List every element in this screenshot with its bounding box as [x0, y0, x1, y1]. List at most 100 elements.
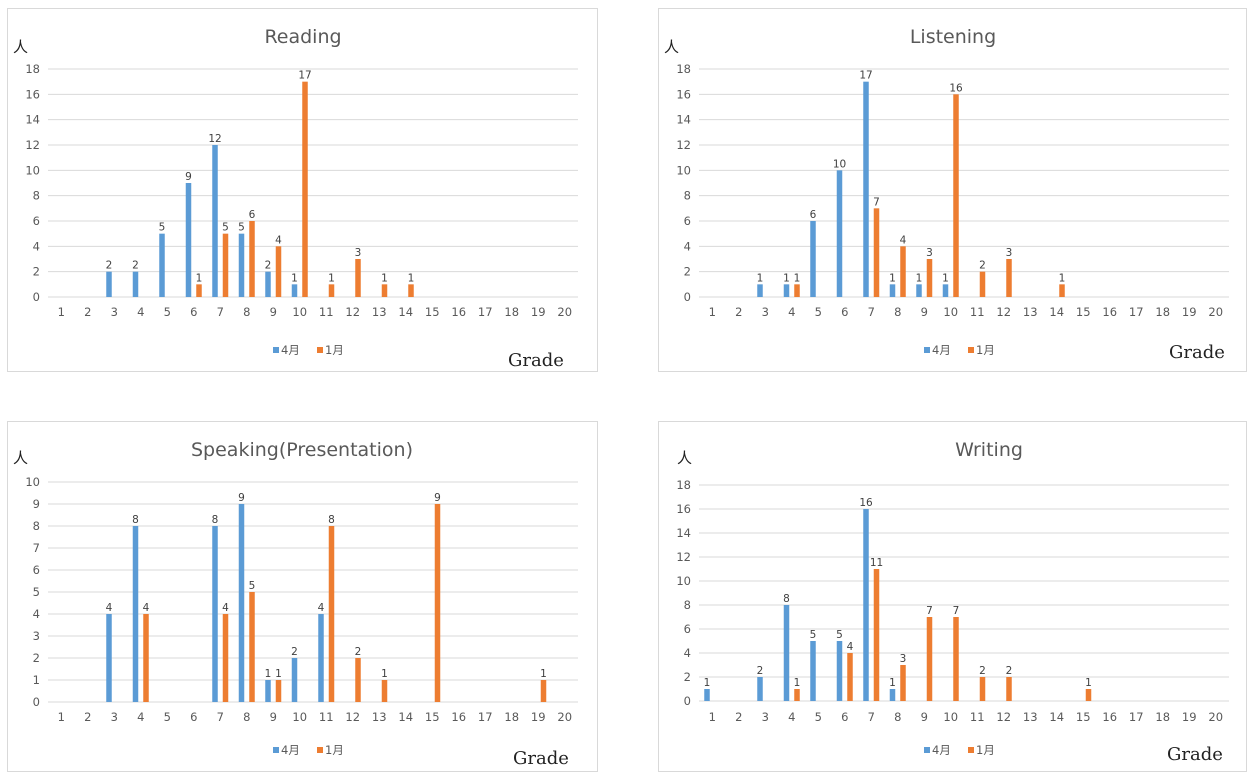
- x-tick-label: 15: [425, 710, 440, 724]
- data-label: 1: [794, 272, 801, 284]
- bar: [265, 680, 271, 702]
- x-tick-label: 14: [1049, 710, 1064, 724]
- data-label: 12: [208, 133, 221, 145]
- x-tick-label: 13: [1023, 710, 1038, 724]
- x-tick-label: 1: [58, 305, 65, 319]
- data-label: 17: [298, 70, 311, 82]
- bar: [222, 614, 229, 702]
- x-tick-label: 4: [137, 305, 144, 319]
- y-tick-label: 8: [33, 519, 40, 533]
- data-label: 17: [859, 70, 872, 82]
- bar: [540, 680, 547, 702]
- legend-label: 1月: [976, 743, 995, 757]
- y-tick-label: 8: [33, 189, 40, 203]
- y-tick-label: 0: [684, 694, 691, 708]
- y-tick-label: 14: [676, 526, 691, 540]
- data-label: 5: [222, 222, 229, 234]
- bar: [159, 233, 165, 297]
- y-axis-label: 人: [13, 449, 28, 467]
- y-tick-label: 12: [676, 138, 691, 152]
- data-label: 1: [783, 272, 790, 284]
- data-label: 9: [238, 492, 245, 504]
- bar: [794, 689, 800, 701]
- bar: [328, 284, 335, 297]
- x-tick-label: 3: [762, 305, 769, 319]
- data-label: 4: [318, 602, 325, 614]
- data-label: 6: [810, 209, 817, 221]
- bar: [291, 658, 298, 702]
- data-label: 6: [249, 209, 256, 221]
- data-label: 2: [106, 260, 113, 272]
- bar: [143, 614, 149, 702]
- x-tick-label: 10: [292, 305, 307, 319]
- bar: [132, 526, 139, 702]
- data-label: 1: [381, 668, 388, 680]
- x-tick-label: 11: [970, 305, 985, 319]
- bar: [863, 81, 869, 298]
- data-label: 3: [1006, 247, 1013, 259]
- y-tick-label: 18: [25, 62, 40, 76]
- bar: [249, 221, 255, 297]
- x-tick-label: 20: [1208, 710, 1223, 724]
- x-tick-label: 10: [943, 710, 958, 724]
- bar: [889, 689, 896, 701]
- chart-panel-writing: Writing 人 0 2 4 6 8 10 12 14 16 18 1 2 3 4 5 6 7 8 9 10 11 12 13…: [658, 421, 1247, 772]
- data-label: 2: [979, 260, 986, 272]
- y-axis-label: 人: [677, 449, 692, 467]
- bar: [222, 233, 229, 297]
- legend-label: 4月: [281, 343, 300, 357]
- data-label: 3: [355, 247, 362, 259]
- x-tick-label: 1: [709, 305, 716, 319]
- y-tick-label: 10: [676, 574, 691, 588]
- data-label: 9: [185, 171, 192, 183]
- bar: [238, 233, 245, 297]
- x-tick-label: 16: [451, 305, 466, 319]
- bar: [783, 284, 790, 297]
- data-label: 10: [833, 158, 846, 170]
- y-tick-label: 9: [33, 497, 40, 511]
- bar: [704, 689, 710, 701]
- chart-title: Speaking(Presentation): [191, 439, 413, 461]
- x-tick-label: 17: [478, 710, 493, 724]
- x-tick-label: 19: [1182, 710, 1197, 724]
- bar: [900, 665, 906, 701]
- data-label: 1: [942, 272, 949, 284]
- y-tick-label: 4: [684, 646, 691, 660]
- y-tick-label: 6: [33, 563, 40, 577]
- data-label: 11: [870, 557, 883, 569]
- x-tick-label: 17: [1129, 710, 1144, 724]
- legend-label: 1月: [976, 343, 995, 357]
- x-tick-label: 14: [398, 305, 413, 319]
- bar: [106, 614, 112, 702]
- bar: [434, 504, 441, 702]
- bar: [212, 526, 218, 702]
- x-tick-label: 2: [84, 710, 91, 724]
- bar: [953, 94, 959, 297]
- data-label: 3: [926, 247, 933, 259]
- data-label: 7: [873, 196, 880, 208]
- x-tick-label: 20: [557, 305, 572, 319]
- x-tick-label: 13: [372, 710, 387, 724]
- x-tick-label: 5: [815, 305, 822, 319]
- x-tick-label: 20: [557, 710, 572, 724]
- legend-swatch: [924, 747, 930, 753]
- x-tick-label: 4: [788, 305, 795, 319]
- data-label: 16: [949, 82, 963, 94]
- y-tick-label: 18: [676, 478, 691, 492]
- bar: [926, 259, 933, 297]
- x-tick-label: 17: [1129, 305, 1144, 319]
- y-tick-label: 4: [684, 239, 691, 253]
- x-tick-label: 7: [217, 305, 224, 319]
- data-label: 4: [847, 641, 854, 653]
- bar: [318, 614, 324, 702]
- data-label: 5: [238, 222, 245, 234]
- x-tick-label: 9: [270, 710, 277, 724]
- legend-swatch: [968, 347, 974, 353]
- x-tick-label: 4: [137, 710, 144, 724]
- bar: [275, 246, 282, 297]
- bar: [810, 641, 816, 701]
- bar: [291, 284, 298, 297]
- x-tick-label: 5: [815, 710, 822, 724]
- data-label: 5: [159, 222, 166, 234]
